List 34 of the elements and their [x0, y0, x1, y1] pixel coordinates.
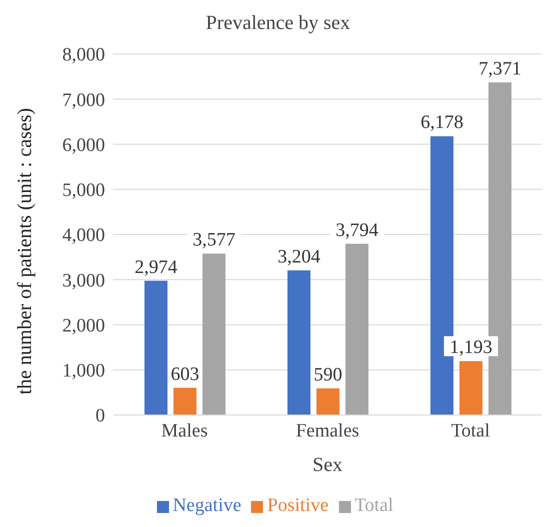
data-label: 2,974	[134, 256, 178, 278]
y-tick-label: 3,000	[62, 270, 105, 292]
y-tick-label: 4,000	[62, 225, 105, 246]
data-label: 3,204	[278, 246, 321, 268]
bar	[345, 244, 368, 415]
legend-label: Positive	[267, 495, 329, 516]
bar	[316, 388, 340, 415]
bar	[173, 388, 196, 415]
y-axis-title: the number of patients (unit : cases)	[14, 108, 36, 394]
data-label: 3,794	[336, 220, 379, 241]
y-tick-label: 2,000	[62, 315, 105, 336]
y-tick-label: 8,000	[62, 44, 105, 66]
chart-title: Prevalence by sex	[204, 12, 352, 36]
y-tick-label: 6,000	[62, 134, 105, 156]
bar	[459, 361, 482, 415]
y-tick-label: 1,000	[62, 360, 105, 382]
data-label: 3,577	[192, 230, 236, 251]
x-axis-title: Sex	[312, 454, 342, 476]
y-tick-label: 5,000	[62, 180, 105, 202]
x-tick-label: Total	[451, 420, 490, 442]
legend-label: Total	[354, 495, 394, 516]
data-label: 6,178	[420, 112, 464, 134]
bar	[202, 254, 226, 415]
x-tick-label: Males	[161, 420, 208, 442]
data-label: 603	[170, 364, 200, 385]
bar	[287, 270, 310, 415]
legend-label: Negative	[172, 495, 242, 516]
x-tick-label: Females	[296, 420, 360, 442]
bar	[144, 280, 168, 415]
data-label: 1,193	[450, 337, 492, 358]
data-label: 590	[314, 364, 342, 386]
data-label: 7,371	[478, 58, 522, 80]
y-tick-label: 7,000	[62, 90, 105, 111]
y-tick-label: 0	[96, 406, 105, 427]
